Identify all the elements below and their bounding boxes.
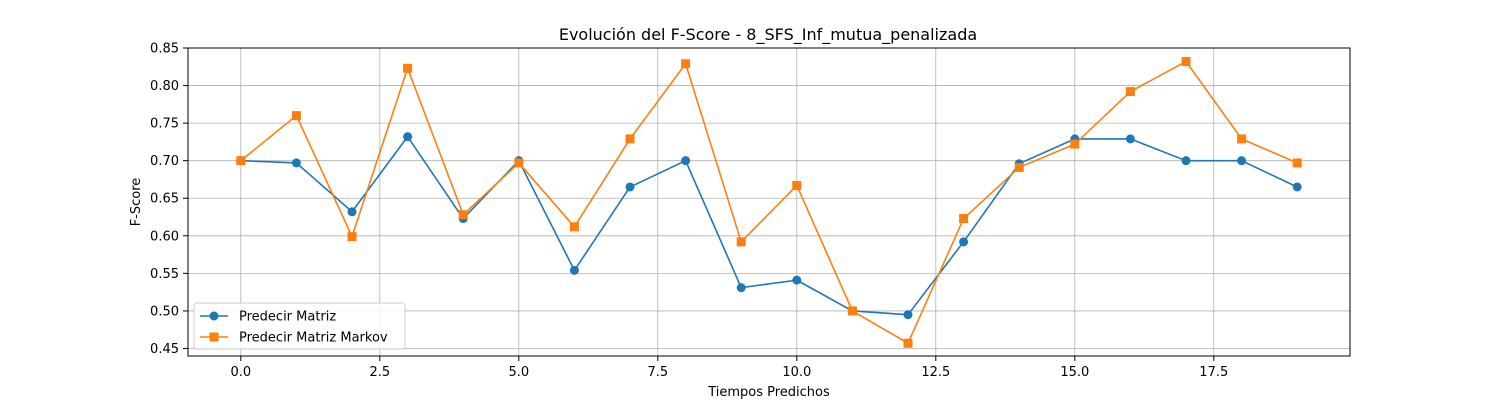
x-tick-label: 10.0 <box>782 365 811 380</box>
series-2-point <box>959 214 969 224</box>
y-axis: 0.45 0.50 0.55 0.60 0.65 0.70 0.75 0.80 0.85 <box>150 42 188 357</box>
legend-box <box>193 302 406 350</box>
series-markers <box>236 57 1302 348</box>
series-line-1 <box>240 135 1298 316</box>
series-2-point <box>236 156 246 166</box>
x-tick-label: 12.5 <box>921 365 950 380</box>
plot-frame <box>187 47 1351 357</box>
legend-marker-1 <box>209 311 219 321</box>
y-tick-label: 0.45 <box>150 342 179 357</box>
series-2-point <box>347 232 357 242</box>
series-1-point <box>1125 134 1135 144</box>
x-tick-label: 0.0 <box>230 365 251 380</box>
series-2-point <box>736 237 746 247</box>
y-tick-label: 0.85 <box>150 42 179 57</box>
x-axis: 0.0 2.5 5.0 7.5 10.0 12.5 15.0 17.5 <box>230 356 1228 380</box>
series-1-point <box>1181 156 1191 166</box>
series-1-point <box>291 158 301 168</box>
series-2-point <box>1014 162 1024 172</box>
series-2-point <box>903 338 913 348</box>
series-1-point <box>625 182 635 192</box>
series-2-point <box>1237 134 1247 144</box>
chart-title: Evolución del F-Score - 8_SFS_Inf_mutua_… <box>559 25 977 45</box>
series-2-point <box>403 63 413 73</box>
y-axis-title: F-Score <box>129 178 144 227</box>
series-line-2 <box>240 60 1298 345</box>
y-tick-label: 0.80 <box>150 79 179 94</box>
series-lines <box>240 60 1298 345</box>
series-1-point <box>959 237 969 247</box>
y-tick-label: 0.50 <box>150 304 179 319</box>
series-1-point <box>792 275 802 285</box>
series-1-point <box>569 265 579 275</box>
legend-marker-2 <box>209 332 219 342</box>
series-1-point <box>681 156 691 166</box>
y-tick-label: 0.60 <box>150 229 179 244</box>
y-tick-label: 0.75 <box>150 117 179 132</box>
legend-label-2: Predecir Matriz Markov <box>239 331 388 346</box>
x-tick-label: 7.5 <box>647 365 668 380</box>
x-tick-label: 2.5 <box>369 365 390 380</box>
legend: Predecir Matriz Predecir Matriz Markov <box>193 302 406 350</box>
series-2-point <box>1181 57 1191 67</box>
y-tick-label: 0.70 <box>150 154 179 169</box>
series-2-point <box>514 158 524 168</box>
series-2-point <box>569 222 579 232</box>
y-tick-label: 0.55 <box>150 267 179 282</box>
series-2-point <box>1070 139 1080 149</box>
series-1-point <box>736 283 746 293</box>
series-2-point <box>792 180 802 190</box>
series-1-point <box>403 132 413 142</box>
series-1-point <box>903 310 913 320</box>
x-tick-label: 17.5 <box>1199 365 1228 380</box>
series-2-point <box>847 306 857 316</box>
series-2-point <box>625 134 635 144</box>
x-tick-label: 15.0 <box>1060 365 1089 380</box>
y-tick-label: 0.65 <box>150 192 179 207</box>
series-2-point <box>458 210 468 220</box>
series-2-point <box>681 59 691 69</box>
x-axis-title: Tiempos Predichos <box>707 385 830 400</box>
series-2-point <box>291 111 301 121</box>
series-1-point <box>1292 182 1302 192</box>
series-1-point <box>1237 156 1247 166</box>
series-2-point <box>1125 87 1135 97</box>
series-1-point <box>347 207 357 217</box>
x-tick-label: 5.0 <box>508 365 529 380</box>
legend-label-1: Predecir Matriz <box>239 310 336 325</box>
series-2-point <box>1292 158 1302 168</box>
